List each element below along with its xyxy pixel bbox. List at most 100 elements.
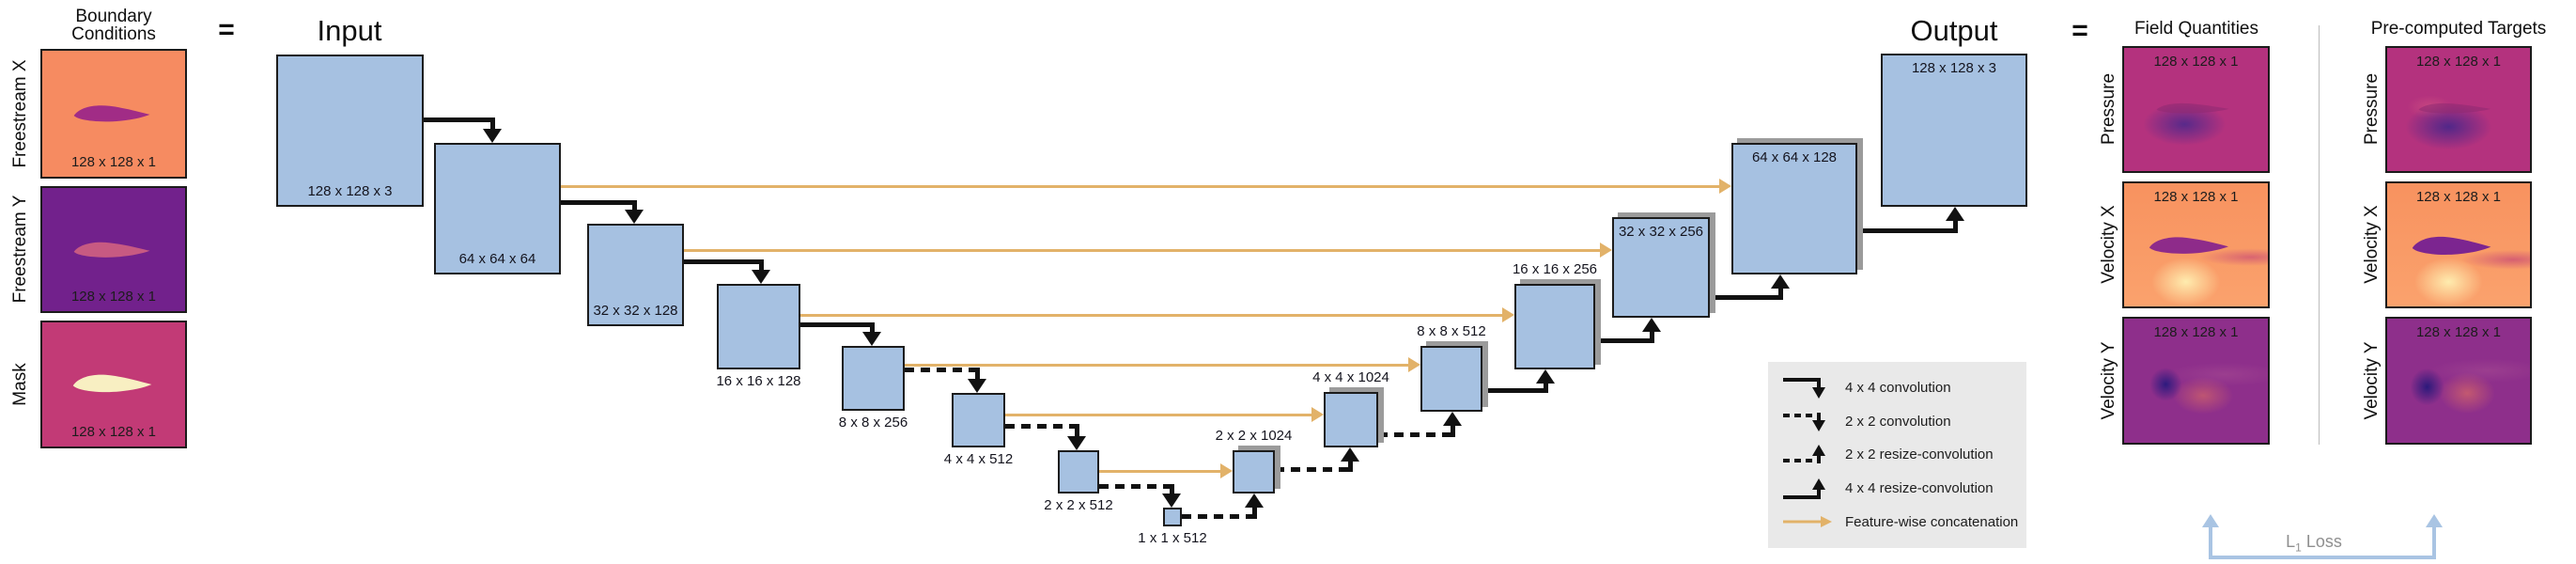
field-quantities-title: Field Quantities [2134,19,2259,39]
unet-layer-input: 128 x 128 x 3 [276,55,424,207]
concat-arrowhead-icon [1220,463,1233,478]
conv-4x4-arrow-head-icon [862,332,881,346]
unet-layer-dec-64: 64 x 64 x 128 [1731,143,1857,274]
unet-layer-dec-16: 16 x 16 x 256 [1513,261,1597,369]
input-title: Input [317,14,382,47]
conv-4x4-arrow-head-icon [483,129,502,143]
concat-line [1099,469,1223,473]
layer-dims-label: 4 x 4 x 512 [943,451,1014,467]
conv-2x2-arrow [1074,423,1079,438]
conv-4x4-arrow-head-icon [752,270,770,284]
resize-conv-2x2-arrow [1450,424,1455,437]
resize-conv-4x4-arrow-head-icon [1946,207,1964,221]
resize-conv-4x4-arrow [1543,382,1548,393]
conv-2x2-arrow [1169,483,1174,495]
conv-4x4-arrow [561,199,637,205]
target-pressure-image: 128 x 128 x 1 [2385,46,2532,173]
legend-item-feature-wise-concatenation: Feature-wise concatenation [1781,508,2021,536]
resize-conv-4x4-arrow-icon [1783,478,1825,499]
airfoil-shape [2153,100,2232,117]
layer-dims-label: 4 x 4 x 1024 [1312,369,1389,385]
column-divider [2319,25,2320,445]
conv-2x2-arrow [905,367,980,372]
layer-dims-label: 64 x 64 x 64 [458,251,536,267]
airfoil-shape [70,368,155,399]
field-pressure-image: 128 x 128 x 1 [2122,46,2270,173]
conv-4x4-arrow [800,321,875,327]
concat-arrowhead-icon [1311,407,1324,422]
target-pressure-dims: 128 x 128 x 1 [2415,54,2502,70]
resize-conv-2x2-arrow-head-icon [1341,447,1359,462]
loss-label: L1 Loss [2286,532,2342,555]
unet-layer-enc-4: 4 x 4 x 512 [944,393,1013,467]
legend-item-2x2-resize-convolution: 2 x 2 resize-convolution [1781,441,2021,469]
conv-4x4-arrow [489,117,495,131]
field-pressure-label: Pressure [2099,72,2118,146]
layer-dims-label: 16 x 16 x 128 [716,373,801,389]
airfoil-shape [2146,231,2232,259]
unet-layer-output: 128 x 128 x 3 [1881,54,2027,207]
unet-layer-dec-4: 4 x 4 x 1024 [1312,369,1389,447]
freestream-x-dims: 128 x 128 x 1 [70,154,157,170]
conv-2x2-arrow [1099,483,1174,489]
unet-layer-enc-32: 32 x 32 x 128 [587,224,684,326]
resize-conv-2x2-arrow [1182,513,1257,519]
layer-dims-label: 16 x 16 x 256 [1512,261,1598,277]
conv-2x2-arrow-head-icon [968,379,986,393]
concat-arrowhead-icon [1719,179,1731,194]
airfoil-shape [70,100,153,127]
field-velocity-y-dims: 128 x 128 x 1 [2153,324,2239,340]
resize-conv-2x2-arrow-head-icon [1443,412,1462,426]
conv-2x2-arrow-head-icon [1162,494,1181,508]
conv-2x2-arrow [974,367,980,381]
resize-conv-2x2-arrow [1275,466,1353,472]
resize-conv-4x4-arrow [1952,219,1958,233]
loss-arrow-up-right-icon [2426,514,2443,527]
unet-layer-enc-64: 64 x 64 x 64 [434,143,561,274]
loss-bracket-horizontal [2209,556,2436,559]
layer-dims-label: 8 x 8 x 256 [838,415,908,431]
concat-line [905,363,1411,367]
resize-conv-4x4-arrow-head-icon [1642,318,1661,332]
conv-4x4-arrow [684,258,764,264]
legend: 4 x 4 convolution 2 x 2 convolution 2 x … [1768,362,2026,548]
field-velocity-x-dims: 128 x 128 x 1 [2153,189,2239,205]
field-velocity-x-label: Velocity X [2099,205,2118,284]
layer-dims-label: 32 x 32 x 128 [593,303,678,319]
field-velocity-x-image: 128 x 128 x 1 [2122,181,2270,308]
mask-dims: 128 x 128 x 1 [70,424,157,440]
boundary-conditions-title: Boundary Conditions [71,7,156,44]
legend-item-2x2-convolution: 2 x 2 convolution [1781,407,2021,435]
concat-arrowhead-icon [1408,357,1420,372]
equals-sign-right: = [2072,15,2088,46]
unet-layer-enc-2: 2 x 2 x 512 [1044,450,1113,513]
conv-2x2-arrow [1005,423,1079,429]
mask-label: Mask [10,363,30,406]
mask-image: 128 x 128 x 1 [40,321,187,448]
resize-conv-2x2-arrow [1378,431,1455,437]
layer-dims-label: 128 x 128 x 3 [1911,60,1997,76]
loss-arrow-up-left-icon [2202,514,2219,527]
legend-item-4x4-resize-convolution: 4 x 4 resize-convolution [1781,475,2021,503]
layer-dims-label: 1 x 1 x 512 [1138,530,1207,546]
conv-4x4-arrow [869,321,875,334]
layer-dims-label: 8 x 8 x 512 [1417,323,1486,339]
unet-layer-dec-8: 8 x 8 x 512 [1417,323,1486,412]
loss-bracket-right-vertical [2432,526,2436,557]
resize-conv-4x4-arrow [1482,387,1548,393]
airfoil-shape [2409,230,2494,261]
unet-layer-dec-2: 2 x 2 x 1024 [1216,428,1292,494]
layer-dims-label: 2 x 2 x 1024 [1215,428,1293,444]
concat-arrowhead-icon [1502,307,1514,322]
resize-conv-2x2-arrow-icon [1783,444,1825,463]
resize-conv-2x2-arrow [1251,506,1257,519]
layer-dims-label: 2 x 2 x 512 [1044,497,1113,513]
resize-conv-2x2-arrow-head-icon [1245,494,1264,508]
target-velocity-y-label: Velocity Y [2362,341,2382,420]
target-pressure-label: Pressure [2362,72,2382,146]
conv-4x4-arrow-head-icon [625,210,644,224]
resize-conv-4x4-arrow-head-icon [1771,274,1790,289]
resize-conv-2x2-arrow [1347,460,1353,472]
concat-line [684,248,1603,252]
conv-4x4-arrow-icon [1783,377,1825,399]
